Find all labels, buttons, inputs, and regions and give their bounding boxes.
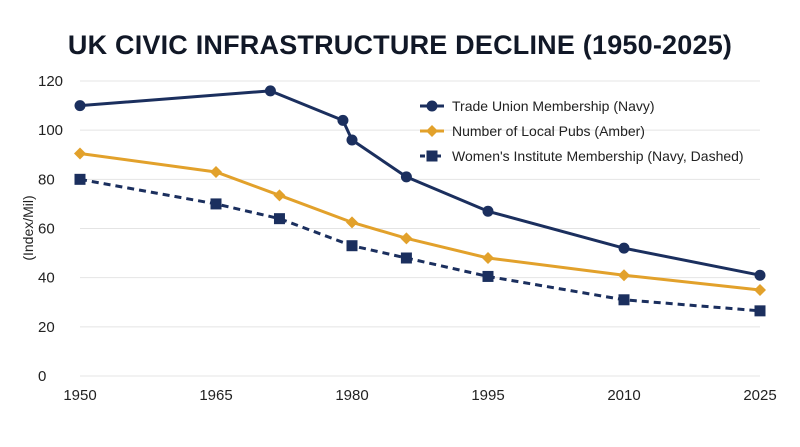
data-point bbox=[400, 232, 413, 245]
data-point bbox=[210, 165, 222, 178]
legend-label: Trade Union Membership (Navy) bbox=[452, 98, 655, 114]
y-axis-label: (Index/Mil) bbox=[20, 195, 36, 260]
y-tick-label: 60 bbox=[38, 221, 55, 238]
data-point bbox=[400, 252, 412, 264]
series-line bbox=[79, 89, 761, 277]
data-point bbox=[346, 216, 358, 229]
legend-item-2: Women's Institute Membership (Navy, Dash… bbox=[420, 148, 744, 164]
data-point bbox=[74, 100, 86, 112]
data-point bbox=[264, 85, 276, 97]
legend-item-1: Number of Local Pubs (Amber) bbox=[420, 123, 645, 139]
y-tick-label: 120 bbox=[38, 73, 63, 90]
data-point bbox=[400, 171, 412, 183]
series-line bbox=[79, 177, 761, 313]
data-point bbox=[273, 213, 285, 225]
y-tick-label: 40 bbox=[38, 270, 55, 287]
data-point bbox=[337, 114, 349, 126]
data-point bbox=[74, 173, 86, 185]
y-tick-label: 100 bbox=[38, 122, 63, 139]
data-point bbox=[754, 269, 766, 281]
data-point bbox=[482, 270, 494, 282]
legend-label: Women's Institute Membership (Navy, Dash… bbox=[452, 148, 744, 164]
chart-title: UK CIVIC INFRASTRUCTURE DECLINE (1950-20… bbox=[67, 30, 733, 60]
data-point bbox=[210, 198, 222, 210]
data-point bbox=[482, 205, 494, 217]
data-point bbox=[754, 305, 766, 317]
data-point bbox=[618, 294, 630, 306]
data-point bbox=[618, 269, 630, 282]
series-line bbox=[79, 152, 761, 292]
series-0 bbox=[74, 85, 766, 281]
legend-item-0: Trade Union Membership (Navy) bbox=[420, 98, 655, 114]
y-tick-label: 80 bbox=[38, 171, 55, 188]
data-point bbox=[754, 283, 766, 296]
x-tick-label: 1965 bbox=[199, 387, 232, 404]
x-tick-label: 1980 bbox=[335, 387, 368, 404]
data-point bbox=[482, 252, 494, 264]
y-tick-label: 20 bbox=[38, 319, 55, 336]
legend-label: Number of Local Pubs (Amber) bbox=[452, 123, 645, 139]
legend: Trade Union Membership (Navy) Number of L… bbox=[420, 98, 744, 164]
data-point bbox=[74, 147, 86, 160]
series-1 bbox=[74, 147, 766, 296]
gridlines bbox=[80, 80, 760, 377]
data-point bbox=[273, 189, 286, 202]
x-tick-label: 1950 bbox=[63, 387, 96, 404]
legend-marker bbox=[426, 100, 438, 112]
y-tick-label: 0 bbox=[38, 368, 46, 385]
data-point bbox=[618, 242, 630, 254]
x-tick-label: 1995 bbox=[471, 387, 504, 404]
series-2 bbox=[74, 173, 766, 317]
axes: 0 20 40 60 80 100 120 1950 1965 1980 1995 2010 2025 (… bbox=[20, 73, 777, 404]
x-tick-label: 2010 bbox=[607, 387, 640, 404]
data-point bbox=[346, 134, 358, 146]
legend-marker bbox=[426, 125, 438, 137]
data-point bbox=[346, 240, 358, 252]
x-tick-label: 2025 bbox=[743, 387, 776, 404]
series-layer bbox=[74, 85, 766, 317]
legend-marker bbox=[426, 150, 438, 162]
